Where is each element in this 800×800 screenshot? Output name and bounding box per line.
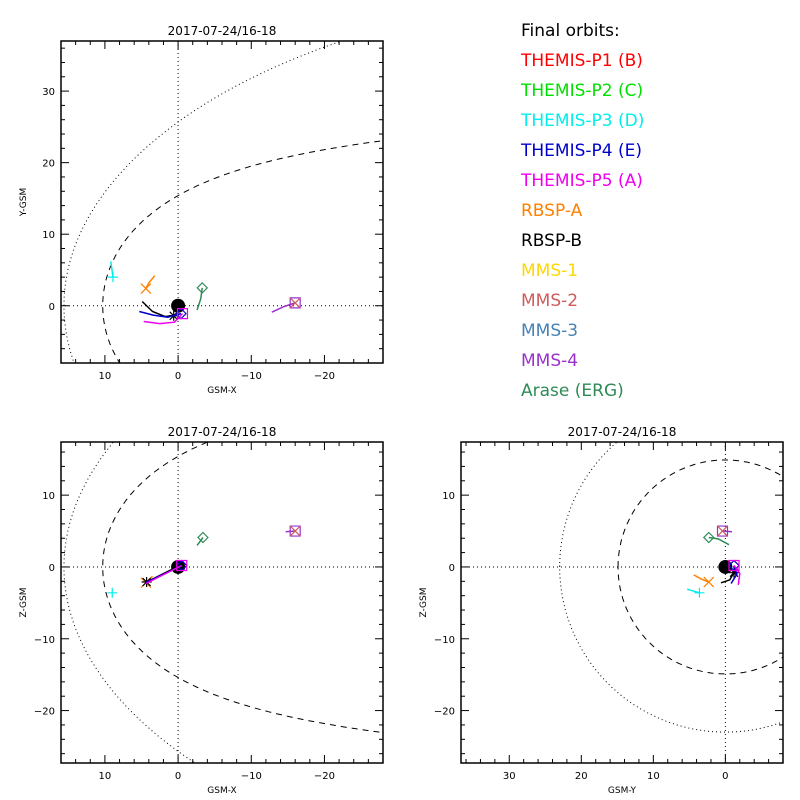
x-tick-label: 30 <box>503 771 516 782</box>
legend-item: THEMIS-P1 (B) <box>521 51 643 71</box>
spacecraft-marker <box>729 567 740 578</box>
orbit-trail <box>733 565 741 585</box>
y-axis-label: Z-GSM <box>419 587 429 617</box>
orbit-trail <box>271 302 296 313</box>
orbit-trail <box>196 537 204 546</box>
x-tick-label: −10 <box>241 771 262 782</box>
legend-item: Arase (ERG) <box>521 381 624 401</box>
spacecraft-marker <box>694 587 705 598</box>
x-tick-label: 10 <box>99 371 112 382</box>
orbit-trail <box>693 574 710 583</box>
spacecraft-marker <box>728 559 740 572</box>
x-tick-label: 20 <box>575 771 588 782</box>
legend-item: MMS-1 <box>521 261 579 281</box>
orbit-trail <box>143 313 184 325</box>
y-tick-label: −20 <box>434 707 455 718</box>
y-tick-label: 10 <box>42 230 55 241</box>
spacecraft-marker <box>289 297 301 309</box>
spacecraft-marker <box>289 525 301 537</box>
y-axis-label: Y-GSM <box>19 188 29 217</box>
chart-title: 2017-07-24/16-18 <box>168 425 277 439</box>
panel-xy: 10 0 −10 −20 0 10 20 30 2017-07-24/16-18 GSM-X Y-G… <box>19 24 384 396</box>
x-tick-label: 0 <box>175 371 181 382</box>
spacecraft-marker <box>289 525 301 537</box>
orbit-trail <box>141 300 174 318</box>
y-tick-label: −10 <box>34 635 55 646</box>
y-tick-label: 0 <box>49 302 55 313</box>
y-tick-label: 10 <box>442 491 455 502</box>
spacecraft-marker <box>176 559 188 572</box>
legend-item: MMS-3 <box>521 321 579 341</box>
orbit-trail <box>145 564 183 585</box>
spacecraft-marker <box>716 525 729 537</box>
plot-frame <box>60 40 384 364</box>
legend-item: RBSP-B <box>521 231 583 251</box>
y-tick-label: −10 <box>434 635 455 646</box>
plot-frame <box>460 441 784 764</box>
x-tick-label: 0 <box>175 771 181 782</box>
x-tick-label: 10 <box>647 771 660 782</box>
spacecraft-marker <box>702 531 715 544</box>
orbit-trail <box>708 536 730 546</box>
spacecraft-marker <box>107 272 118 283</box>
bow-shock-boundary <box>63 41 344 363</box>
orbit-trail <box>730 565 738 584</box>
y-tick-label: 0 <box>449 563 455 574</box>
x-tick-label: 0 <box>722 771 728 782</box>
panel-xz: 10 0 −10 −20 10 0 −10 −20 2017-07-24/16-18 GSM-X Z… <box>19 425 384 796</box>
x-tick-label: −20 <box>314 371 335 382</box>
x-axis-label: GSM-X <box>207 786 236 796</box>
spacecraft-marker <box>717 525 728 537</box>
bow-shock-boundary <box>63 442 196 763</box>
legend-item: THEMIS-P4 (E) <box>521 141 642 161</box>
x-axis-label: GSM-Y <box>608 786 637 796</box>
legend-item: THEMIS-P3 (D) <box>521 111 645 131</box>
chart-title: 2017-07-24/16-18 <box>568 425 677 439</box>
magnetopause-boundary <box>102 140 383 363</box>
orbit-trail <box>139 310 182 318</box>
panel-yz: 30 20 10 0 10 0 −10 −20 2017-07-24/16-18 GSM-Y Z-G… <box>419 425 784 796</box>
legend-item: THEMIS-P2 (C) <box>521 81 644 101</box>
bow-shock-boundary <box>559 442 783 733</box>
legend-item: THEMIS-P5 (A) <box>521 171 643 191</box>
y-axis-label: Z-GSM <box>19 587 29 617</box>
y-tick-label: 0 <box>49 563 55 574</box>
magnetopause-boundary <box>617 459 783 675</box>
y-tick-label: 10 <box>42 491 55 502</box>
y-tick-label: 20 <box>42 159 55 170</box>
legend-item: RBSP-A <box>521 201 583 221</box>
y-tick-label: 30 <box>42 87 55 98</box>
spacecraft-marker <box>197 531 209 544</box>
legend: Final orbits: THEMIS-P1 (B) THEMIS-P2 (C)… <box>521 16 644 406</box>
spacecraft-marker <box>176 308 189 320</box>
legend-item: MMS-4 <box>521 351 579 371</box>
legend-title: Final orbits: <box>521 21 620 41</box>
spacecraft-marker <box>140 283 152 295</box>
x-tick-label: −20 <box>314 771 335 782</box>
legend-item: MMS-2 <box>521 291 579 311</box>
y-tick-label: −20 <box>34 707 55 718</box>
spacecraft-marker <box>107 587 118 598</box>
orbit-trail <box>145 275 156 289</box>
x-tick-label: 10 <box>99 771 112 782</box>
chart-title: 2017-07-24/16-18 <box>168 24 277 38</box>
x-axis-label: GSM-X <box>207 386 236 396</box>
orbit-trail <box>196 287 203 311</box>
orbit-trail <box>720 572 735 584</box>
orbit-trail <box>686 588 700 594</box>
spacecraft-marker <box>196 282 209 294</box>
x-tick-label: −10 <box>241 371 262 382</box>
spacecraft-marker <box>703 576 715 588</box>
magnetopause-boundary <box>102 442 383 734</box>
